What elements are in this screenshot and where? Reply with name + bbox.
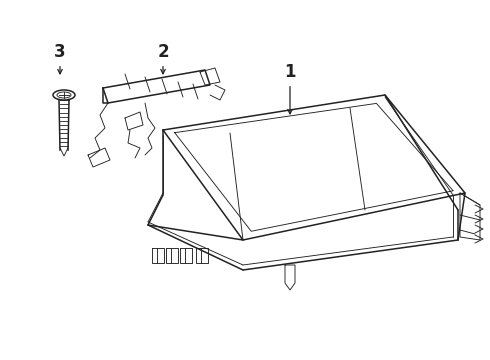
Ellipse shape	[53, 90, 75, 100]
Text: 1: 1	[284, 63, 296, 114]
Text: 3: 3	[54, 43, 66, 74]
Text: 2: 2	[157, 43, 169, 74]
